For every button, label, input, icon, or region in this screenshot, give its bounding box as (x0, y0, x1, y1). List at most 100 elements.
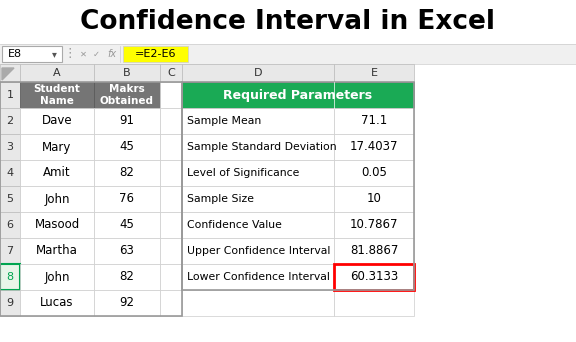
Text: 7: 7 (6, 246, 14, 256)
Bar (160, 212, 182, 238)
Text: 45: 45 (120, 141, 134, 154)
Text: Student
Name: Student Name (33, 84, 81, 106)
Bar (2, 46, 62, 62)
Bar (94, 290, 160, 316)
Text: 82: 82 (120, 271, 134, 284)
Text: 63: 63 (120, 245, 134, 258)
Text: 92: 92 (119, 297, 135, 310)
Text: 6: 6 (6, 220, 13, 230)
Text: 5: 5 (6, 194, 13, 204)
Bar (20, 238, 94, 264)
Text: Sample Standard Deviation: Sample Standard Deviation (187, 142, 336, 152)
Bar (0, 64, 20, 82)
Bar (20, 160, 94, 186)
Text: E8: E8 (8, 49, 22, 59)
Bar (0, 134, 20, 160)
Text: Sample Size: Sample Size (187, 194, 254, 204)
Text: 91: 91 (119, 115, 135, 128)
Text: ✕: ✕ (79, 50, 86, 58)
Bar (0, 264, 20, 290)
Bar (334, 160, 414, 186)
Text: Mary: Mary (42, 141, 71, 154)
Bar (334, 264, 414, 290)
Bar (0, 108, 20, 134)
Bar (20, 290, 94, 316)
Bar (20, 134, 94, 160)
Bar (182, 108, 334, 134)
Text: 9: 9 (6, 298, 14, 308)
Text: =E2-E6: =E2-E6 (135, 49, 176, 59)
Text: E: E (370, 68, 377, 78)
Bar (182, 134, 334, 160)
Bar (20, 186, 94, 212)
Text: 2: 2 (6, 116, 14, 126)
Bar (160, 160, 182, 186)
Bar (20, 82, 94, 108)
Bar (182, 64, 334, 82)
Text: Lucas: Lucas (40, 297, 74, 310)
Bar (160, 64, 182, 82)
Text: 71.1: 71.1 (361, 115, 387, 128)
Text: Amit: Amit (43, 167, 71, 180)
Bar (94, 108, 160, 134)
Bar (334, 134, 414, 160)
Text: 45: 45 (120, 219, 134, 232)
Bar (0, 186, 20, 212)
Bar (0, 212, 20, 238)
Bar (182, 212, 334, 238)
Bar (334, 238, 414, 264)
Text: 0.05: 0.05 (361, 167, 387, 180)
Text: Confidence Interval in Excel: Confidence Interval in Excel (81, 9, 495, 35)
Text: 76: 76 (119, 193, 135, 206)
Text: 8: 8 (6, 272, 14, 282)
Bar (0, 64, 576, 342)
Bar (94, 212, 160, 238)
Bar (160, 290, 182, 316)
Text: ▾: ▾ (52, 49, 56, 59)
Text: fx: fx (108, 49, 116, 59)
Text: Upper Confidence Interval: Upper Confidence Interval (187, 246, 331, 256)
Bar (0, 64, 576, 342)
Bar (0, 82, 20, 108)
Bar (0, 64, 576, 342)
Bar (160, 264, 182, 290)
Bar (182, 82, 414, 290)
Text: 3: 3 (6, 142, 13, 152)
Bar (0, 44, 576, 64)
Bar (182, 160, 334, 186)
Bar (20, 264, 94, 290)
Text: 10.7867: 10.7867 (350, 219, 398, 232)
Bar (334, 212, 414, 238)
Text: Dave: Dave (41, 115, 73, 128)
Text: Sample Mean: Sample Mean (187, 116, 262, 126)
Bar (160, 238, 182, 264)
Text: Lower Confidence Interval: Lower Confidence Interval (187, 272, 330, 282)
Bar (0, 160, 20, 186)
Text: 82: 82 (120, 167, 134, 180)
Text: A: A (53, 68, 61, 78)
Bar (20, 212, 94, 238)
Text: Level of Significance: Level of Significance (187, 168, 300, 178)
Bar (182, 290, 334, 316)
Bar (182, 82, 414, 108)
Text: 10: 10 (366, 193, 381, 206)
Text: D: D (254, 68, 262, 78)
Text: C: C (167, 68, 175, 78)
Bar (94, 160, 160, 186)
Bar (160, 186, 182, 212)
Text: Required Parameters: Required Parameters (223, 89, 373, 102)
Text: Confidence Value: Confidence Value (187, 220, 282, 230)
Bar (94, 134, 160, 160)
Bar (0, 82, 182, 316)
Bar (0, 238, 20, 264)
Text: 1: 1 (6, 90, 13, 100)
Polygon shape (2, 68, 14, 80)
Text: John: John (44, 193, 70, 206)
Text: B: B (123, 68, 131, 78)
Text: 60.3133: 60.3133 (350, 271, 398, 284)
Text: Masood: Masood (35, 219, 79, 232)
Bar (20, 108, 94, 134)
Bar (334, 290, 414, 316)
Text: ✓: ✓ (93, 50, 100, 58)
Bar (160, 108, 182, 134)
